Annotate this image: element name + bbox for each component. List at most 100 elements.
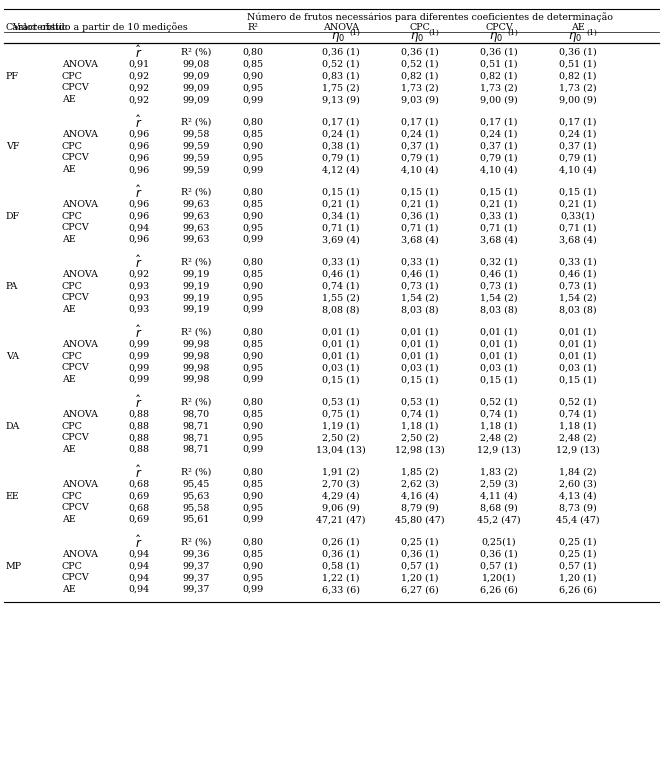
Text: R² (%): R² (%) bbox=[181, 398, 211, 407]
Text: 0,37 (1): 0,37 (1) bbox=[401, 142, 439, 151]
Text: R² (%): R² (%) bbox=[181, 188, 211, 197]
Text: 0,99: 0,99 bbox=[243, 376, 264, 384]
Text: (1): (1) bbox=[586, 29, 597, 37]
Text: 2,70 (3): 2,70 (3) bbox=[322, 480, 360, 488]
Text: 0,03 (1): 0,03 (1) bbox=[480, 363, 518, 372]
Text: 0,92: 0,92 bbox=[129, 95, 150, 104]
Text: 99,63: 99,63 bbox=[182, 212, 210, 220]
Text: 0,52 (1): 0,52 (1) bbox=[401, 60, 439, 69]
Text: 1,20 (1): 1,20 (1) bbox=[560, 573, 597, 583]
Text: 1,84 (2): 1,84 (2) bbox=[560, 468, 597, 477]
Text: 9,03 (9): 9,03 (9) bbox=[401, 95, 439, 104]
Text: 0,74 (1): 0,74 (1) bbox=[401, 410, 439, 419]
Text: 0,36 (1): 0,36 (1) bbox=[322, 550, 360, 559]
Text: 2,59 (3): 2,59 (3) bbox=[480, 480, 518, 488]
Text: 0,80: 0,80 bbox=[243, 468, 263, 477]
Text: $\hat{r}$: $\hat{r}$ bbox=[135, 184, 143, 201]
Text: 0,52 (1): 0,52 (1) bbox=[559, 398, 597, 407]
Text: 0,74 (1): 0,74 (1) bbox=[480, 410, 518, 419]
Text: 0,33 (1): 0,33 (1) bbox=[480, 212, 518, 220]
Text: 2,48 (2): 2,48 (2) bbox=[480, 434, 518, 442]
Text: R² (%): R² (%) bbox=[181, 538, 211, 547]
Text: 98,70: 98,70 bbox=[182, 410, 210, 419]
Text: (1): (1) bbox=[349, 29, 360, 37]
Text: 99,63: 99,63 bbox=[182, 223, 210, 232]
Text: 0,36 (1): 0,36 (1) bbox=[480, 550, 518, 559]
Text: 0,68: 0,68 bbox=[129, 480, 150, 488]
Text: 0,17 (1): 0,17 (1) bbox=[560, 118, 597, 127]
Text: 0,80: 0,80 bbox=[243, 328, 263, 337]
Text: 0,92: 0,92 bbox=[129, 270, 150, 279]
Text: 1,83 (2): 1,83 (2) bbox=[480, 468, 518, 477]
Text: 0,33 (1): 0,33 (1) bbox=[559, 258, 597, 267]
Text: 0,24 (1): 0,24 (1) bbox=[480, 130, 518, 139]
Text: Caracteristic: Caracteristic bbox=[6, 23, 68, 31]
Text: 0,99: 0,99 bbox=[129, 363, 150, 372]
Text: 1,20 (1): 1,20 (1) bbox=[401, 573, 439, 583]
Text: 0,94: 0,94 bbox=[129, 585, 150, 594]
Text: 0,36 (1): 0,36 (1) bbox=[401, 212, 439, 220]
Text: 0,74 (1): 0,74 (1) bbox=[560, 410, 597, 419]
Text: 0,34 (1): 0,34 (1) bbox=[322, 212, 360, 220]
Text: AE: AE bbox=[571, 23, 585, 31]
Text: 0,36 (1): 0,36 (1) bbox=[480, 48, 518, 57]
Text: MP: MP bbox=[6, 561, 22, 571]
Text: 1,54 (2): 1,54 (2) bbox=[480, 293, 518, 303]
Text: 0,94: 0,94 bbox=[129, 561, 150, 571]
Text: R² (%): R² (%) bbox=[181, 48, 211, 57]
Text: 98,71: 98,71 bbox=[182, 434, 210, 442]
Text: 99,98: 99,98 bbox=[182, 376, 210, 384]
Text: AE: AE bbox=[62, 235, 76, 244]
Text: 4,16 (4): 4,16 (4) bbox=[401, 492, 439, 500]
Text: AE: AE bbox=[62, 445, 76, 454]
Text: 6,26 (6): 6,26 (6) bbox=[559, 585, 597, 594]
Text: 0,96: 0,96 bbox=[129, 130, 150, 139]
Text: 0,24 (1): 0,24 (1) bbox=[322, 130, 360, 139]
Text: 8,03 (8): 8,03 (8) bbox=[480, 305, 518, 314]
Text: 0,80: 0,80 bbox=[243, 188, 263, 197]
Text: 98,71: 98,71 bbox=[182, 422, 210, 430]
Text: 0,71 (1): 0,71 (1) bbox=[401, 223, 439, 232]
Text: 99,37: 99,37 bbox=[182, 585, 210, 594]
Text: DF: DF bbox=[6, 212, 20, 220]
Text: 0,85: 0,85 bbox=[243, 270, 264, 279]
Text: $\hat{r}$: $\hat{r}$ bbox=[135, 324, 143, 341]
Text: CPC: CPC bbox=[62, 71, 83, 81]
Text: $\hat{r}$: $\hat{r}$ bbox=[135, 464, 143, 481]
Text: 0,96: 0,96 bbox=[129, 212, 150, 220]
Text: $\eta_0$: $\eta_0$ bbox=[489, 30, 503, 44]
Text: 8,73 (9): 8,73 (9) bbox=[559, 503, 597, 512]
Text: CPC: CPC bbox=[62, 212, 83, 220]
Text: 0,85: 0,85 bbox=[243, 130, 264, 139]
Text: AE: AE bbox=[62, 95, 76, 104]
Text: (1): (1) bbox=[507, 29, 518, 37]
Text: 0,79 (1): 0,79 (1) bbox=[480, 154, 518, 162]
Text: 1,54 (2): 1,54 (2) bbox=[559, 293, 597, 303]
Text: 0,79 (1): 0,79 (1) bbox=[322, 154, 360, 162]
Text: ANOVA: ANOVA bbox=[62, 60, 98, 69]
Text: $\hat{r}$: $\hat{r}$ bbox=[135, 394, 143, 411]
Text: 8,79 (9): 8,79 (9) bbox=[401, 503, 439, 512]
Text: 0,85: 0,85 bbox=[243, 60, 264, 69]
Text: ANOVA: ANOVA bbox=[62, 480, 98, 488]
Text: 8,68 (9): 8,68 (9) bbox=[480, 503, 518, 512]
Text: ANOVA: ANOVA bbox=[62, 339, 98, 349]
Text: 0,95: 0,95 bbox=[243, 434, 264, 442]
Text: 0,91: 0,91 bbox=[129, 60, 150, 69]
Text: 2,62 (3): 2,62 (3) bbox=[401, 480, 439, 488]
Text: 99,63: 99,63 bbox=[182, 235, 210, 244]
Text: 2,48 (2): 2,48 (2) bbox=[560, 434, 597, 442]
Text: $\eta_0$: $\eta_0$ bbox=[410, 30, 424, 44]
Text: CPC: CPC bbox=[410, 23, 430, 31]
Text: AE: AE bbox=[62, 165, 76, 174]
Text: CPCV: CPCV bbox=[62, 293, 90, 303]
Text: CPCV: CPCV bbox=[62, 223, 90, 232]
Text: $\hat{r}$: $\hat{r}$ bbox=[135, 114, 143, 131]
Text: 0,21 (1): 0,21 (1) bbox=[401, 200, 439, 209]
Text: 0,57 (1): 0,57 (1) bbox=[480, 561, 518, 571]
Text: Valor obtido a partir de 10 medições: Valor obtido a partir de 10 medições bbox=[12, 22, 188, 32]
Text: 99,37: 99,37 bbox=[182, 573, 210, 583]
Text: 3,69 (4): 3,69 (4) bbox=[322, 235, 360, 244]
Text: ANOVA: ANOVA bbox=[62, 410, 98, 419]
Text: 0,33 (1): 0,33 (1) bbox=[401, 258, 439, 267]
